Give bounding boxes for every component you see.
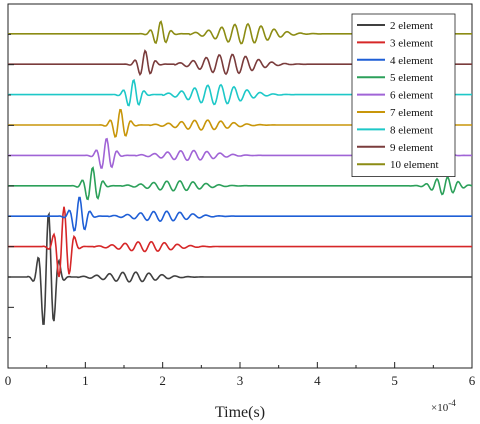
x-axis: 0 1 2 3 4 5 6 <box>5 362 476 388</box>
legend-label: 7 element <box>390 107 433 119</box>
x-tick-label: 4 <box>314 373 321 388</box>
legend: 2 element 3 element 4 element 5 element 6 el… <box>351 13 456 178</box>
x-tick-label: 1 <box>82 373 89 388</box>
x-axis-label: Time(s) <box>215 404 265 421</box>
series-line-5-element <box>8 166 473 201</box>
y-axis <box>8 33 14 339</box>
x-tick-label: 0 <box>5 373 12 388</box>
legend-label: 3 element <box>390 37 433 49</box>
x-tick-label: 2 <box>159 373 166 388</box>
legend-label: 4 element <box>390 55 433 67</box>
legend-label: 9 element <box>390 142 433 154</box>
series-line-4-element <box>8 196 472 232</box>
x-multiplier-label: ×10-4 <box>431 398 456 414</box>
series-line-3-element <box>8 206 472 278</box>
legend-label: 2 element <box>390 20 433 32</box>
series-line-2-element <box>8 211 472 325</box>
legend-label: 10 element <box>390 159 439 171</box>
x-tick-label: 5 <box>391 373 398 388</box>
x-tick-label: 3 <box>237 373 244 388</box>
legend-label: 6 element <box>390 90 433 102</box>
x-tick-label: 6 <box>469 373 476 388</box>
legend-label: 8 element <box>390 124 433 136</box>
legend-label: 5 element <box>390 72 433 84</box>
